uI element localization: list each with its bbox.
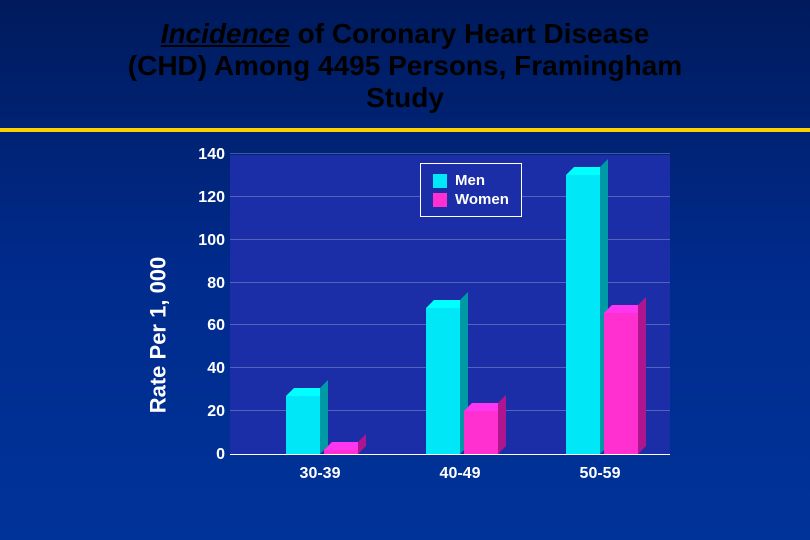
title-line2: (CHD) Among 4495 Persons, Framingham [0, 50, 810, 82]
x-tick: 30-39 [300, 465, 341, 483]
slide-title: Incidence of Coronary Heart Disease (CHD… [0, 0, 810, 115]
bar [464, 411, 498, 454]
bar [604, 313, 638, 454]
legend-swatch-women [433, 193, 447, 207]
title-line3: Study [0, 82, 810, 114]
y-axis-label: Rate Per 1, 000 [145, 257, 171, 414]
legend: Men Women [420, 163, 522, 217]
legend-row-men: Men [433, 172, 509, 189]
legend-label-women: Women [455, 191, 509, 208]
title-italic-word: Incidence [161, 18, 290, 49]
bar [286, 396, 320, 454]
y-tick: 40 [180, 360, 225, 378]
legend-row-women: Women [433, 191, 509, 208]
legend-swatch-men [433, 174, 447, 188]
y-tick: 80 [180, 275, 225, 293]
bar [426, 308, 460, 454]
x-tick: 40-49 [440, 465, 481, 483]
y-tick: 140 [180, 146, 225, 164]
y-tick: 120 [180, 189, 225, 207]
plot-area: Men Women [230, 155, 670, 455]
y-tick: 20 [180, 403, 225, 421]
bar [324, 450, 358, 454]
divider-line [0, 128, 810, 132]
y-tick: 100 [180, 232, 225, 250]
x-tick: 50-59 [580, 465, 621, 483]
grid-line [230, 153, 670, 154]
chart-container: Rate Per 1, 000 020406080100120140 Men W… [140, 155, 700, 515]
y-tick: 60 [180, 317, 225, 335]
bar [566, 175, 600, 454]
y-tick: 0 [180, 446, 225, 464]
title-line1-rest: of Coronary Heart Disease [290, 18, 649, 49]
legend-label-men: Men [455, 172, 485, 189]
